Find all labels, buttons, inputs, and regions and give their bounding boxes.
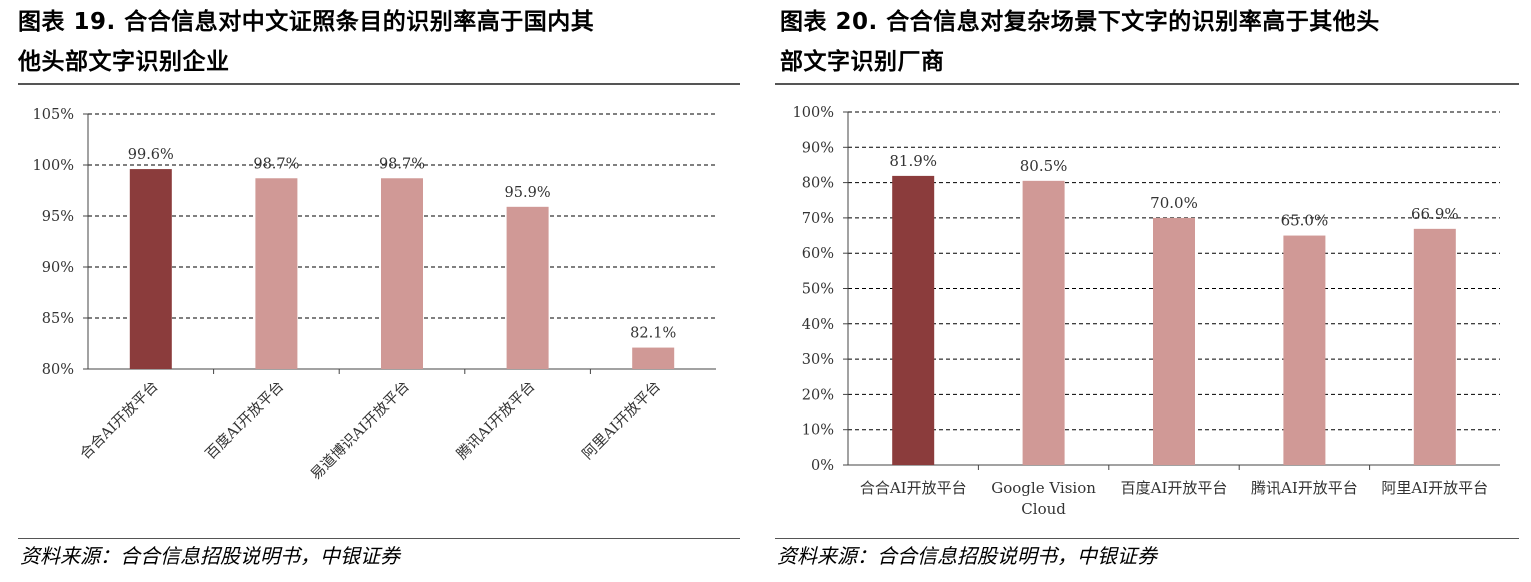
chart19-y-tick-label: 80%: [42, 362, 74, 378]
chart20-data-label-5: 66.9%: [1411, 205, 1459, 223]
chart20-data-label-3: 70.0%: [1150, 194, 1198, 212]
chart19-data-label-2: 98.7%: [253, 156, 299, 172]
chart20-data-label-2: 80.5%: [1020, 157, 1068, 175]
chart20-data-label-4: 65.0%: [1281, 212, 1329, 230]
chart20-data-label-1: 81.9%: [889, 152, 937, 170]
title-rule-19: [18, 83, 740, 85]
chart19-category-label-2: 百度AI开放平台: [202, 378, 287, 463]
chart19-data-label-1: 99.6%: [128, 147, 174, 163]
bar-chart-20: 0% 10% 20% 30% 40% 50% 60% 70% 80% 90% 100% 81.9% 合合…: [793, 105, 1500, 518]
figure-title-19-line-2: 他头部文字识别企业: [18, 49, 230, 75]
chart20-category-label-1: 合合AI开放平台: [860, 479, 967, 497]
chart20-y-tick-label: 80%: [802, 176, 834, 192]
chart19-y-tick-label: 90%: [42, 260, 74, 276]
chart19-category-label-4: 腾讯AI开放平台: [453, 378, 538, 463]
chart20-category-label-2: Google Vision Cloud: [991, 479, 1096, 518]
chart19-y-tick-label: 105%: [33, 107, 74, 123]
chart19-bar-3: [381, 178, 423, 369]
chart20-y-tick-label: 90%: [802, 140, 834, 156]
chart20-category-label-line: 阿里AI开放平台: [1381, 479, 1488, 497]
chart20-category-label-line: Google Vision: [991, 479, 1096, 497]
chart20-bar-5: [1413, 228, 1456, 465]
chart19-category-label-3: 易道博识AI开放平台: [307, 378, 413, 484]
chart20-bar-3: [1153, 217, 1195, 465]
chart19-category-label-1: 合合AI开放平台: [77, 378, 162, 463]
chart20-y-tick-label: 50%: [802, 282, 834, 298]
figure-title-20: 图表 20. 合合信息对复杂场景下文字的识别率高于其他头 部文字识别厂商: [780, 2, 1515, 82]
chart20-category-label-line: 百度AI开放平台: [1121, 479, 1228, 497]
chart20-bar-4: [1283, 235, 1326, 465]
figure-title-19-line-1: 图表 19. 合合信息对中文证照条目的识别率高于国内其: [18, 9, 595, 35]
chart19-y-tick-label: 95%: [42, 209, 74, 225]
chart-panel-19: 图表 19. 合合信息对中文证照条目的识别率高于国内其 他头部文字识别企业 80…: [0, 0, 742, 582]
source-rule-20: [775, 538, 1519, 539]
chart20-y-tick-label: 70%: [802, 211, 834, 227]
chart20-y-tick-label: 60%: [802, 246, 834, 262]
chart19-bar-5: [632, 347, 675, 369]
chart20-y-tick-label: 10%: [802, 423, 834, 439]
source-note-20: 资料来源：合合信息招股说明书，中银证券: [777, 544, 1157, 568]
figure-title-20-line-1: 图表 20. 合合信息对复杂场景下文字的识别率高于其他头: [780, 9, 1380, 35]
chart19-y-tick-label: 85%: [42, 311, 74, 327]
bar-chart-19: 80% 85% 90% 95% 100% 105% 99.6% 合合AI开放平台 98.7% 百度…: [33, 107, 716, 484]
chart19-category-label-5: 阿里AI开放平台: [579, 378, 664, 463]
title-rule-20: [775, 83, 1519, 85]
chart20-y-tick-label: 100%: [793, 105, 834, 121]
figure-title-20-line-2: 部文字识别厂商: [780, 49, 945, 75]
chart19-y-tick-label: 100%: [33, 158, 74, 174]
chart20-category-label-4: 腾讯AI开放平台: [1251, 479, 1358, 497]
source-note-19: 资料来源：合合信息招股说明书，中银证券: [20, 544, 400, 568]
chart20-category-label-5: 阿里AI开放平台: [1381, 479, 1488, 497]
chart20-y-tick-label: 30%: [802, 352, 834, 368]
chart20-y-tick-label: 0%: [811, 458, 834, 474]
chart20-category-label-3: 百度AI开放平台: [1121, 479, 1228, 497]
figure-title-19: 图表 19. 合合信息对中文证照条目的识别率高于国内其 他头部文字识别企业: [18, 2, 728, 82]
chart19-data-label-3: 98.7%: [379, 156, 425, 172]
chart20-bar-1: [892, 175, 935, 465]
chart19-data-label-4: 95.9%: [505, 185, 551, 201]
chart20-bar-2: [1022, 180, 1065, 465]
chart19-data-label-5: 82.1%: [630, 326, 676, 342]
chart-panel-20: 图表 20. 合合信息对复杂场景下文字的识别率高于其他头 部文字识别厂商 0% 1…: [775, 0, 1519, 582]
chart20-category-label-line: 腾讯AI开放平台: [1251, 479, 1358, 497]
chart19-bar-1: [129, 169, 172, 369]
chart19-bar-4: [506, 206, 549, 369]
chart20-y-tick-label: 20%: [802, 387, 834, 403]
chart19-bar-2: [255, 178, 298, 369]
chart20-category-label-line: Cloud: [1021, 500, 1066, 518]
chart20-y-tick-label: 40%: [802, 317, 834, 333]
source-rule-19: [18, 538, 740, 539]
chart20-category-label-line: 合合AI开放平台: [860, 479, 967, 497]
